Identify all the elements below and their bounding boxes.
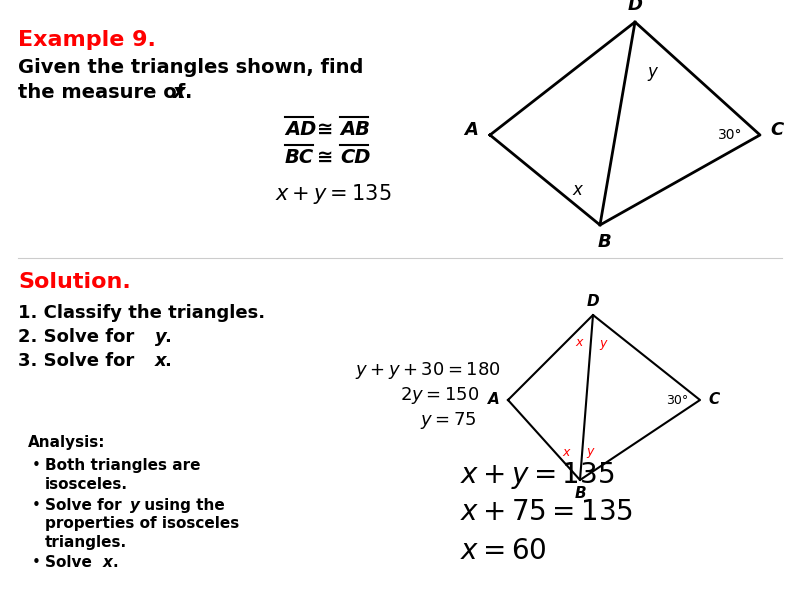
Text: .: . [164,328,171,346]
Text: x: x [562,445,570,458]
Text: D: D [627,0,642,14]
Text: x: x [572,181,582,199]
Text: isosceles.: isosceles. [45,477,128,492]
Text: B: B [598,233,612,251]
Text: AB: AB [340,120,370,139]
Text: y: y [647,63,657,81]
Text: 2. Solve for: 2. Solve for [18,328,141,346]
Text: A: A [488,392,500,407]
Text: x: x [155,352,166,370]
Text: Analysis:: Analysis: [28,435,106,450]
Text: D: D [586,294,599,309]
Text: 1. Classify the triangles.: 1. Classify the triangles. [18,304,265,322]
Text: BC: BC [285,148,314,167]
Text: ≅: ≅ [317,120,334,139]
Text: .: . [164,352,171,370]
Text: using the: using the [139,498,225,513]
Text: A: A [464,121,478,139]
Text: y: y [586,445,594,458]
Text: B: B [574,486,586,501]
Text: Solve: Solve [45,555,97,570]
Text: $y = 75$: $y = 75$ [420,410,477,431]
Text: x: x [576,337,583,349]
Text: .: . [185,83,192,102]
Text: C: C [770,121,783,139]
Text: $x + y = 135$: $x + y = 135$ [460,460,614,491]
Text: $2y = 150$: $2y = 150$ [400,385,479,406]
Text: CD: CD [340,148,370,167]
Text: Solve for: Solve for [45,498,127,513]
Text: $x + 75 = 135$: $x + 75 = 135$ [460,498,633,526]
Text: Given the triangles shown, find: Given the triangles shown, find [18,58,363,77]
Text: AD: AD [285,120,316,139]
Text: ≅: ≅ [317,148,334,167]
Text: x: x [173,83,186,102]
Text: 30°: 30° [666,394,688,407]
Text: 30°: 30° [718,128,742,142]
Text: y: y [130,498,140,513]
Text: y: y [599,337,606,349]
Text: Example 9.: Example 9. [18,30,156,50]
Text: •: • [32,458,41,473]
Text: $x = 60$: $x = 60$ [460,537,546,565]
Text: $x + y = 135$: $x + y = 135$ [275,182,391,206]
Text: properties of isosceles: properties of isosceles [45,516,239,531]
Text: $y + y + 30 = 180$: $y + y + 30 = 180$ [355,360,501,381]
Text: Solution.: Solution. [18,272,130,292]
Text: Both triangles are: Both triangles are [45,458,201,473]
Text: .: . [113,555,118,570]
Text: triangles.: triangles. [45,535,127,550]
Text: x: x [103,555,113,570]
Text: •: • [32,555,41,570]
Text: y: y [155,328,166,346]
Text: the measure of: the measure of [18,83,192,102]
Text: •: • [32,498,41,513]
Text: 3. Solve for: 3. Solve for [18,352,141,370]
Text: C: C [708,392,719,407]
